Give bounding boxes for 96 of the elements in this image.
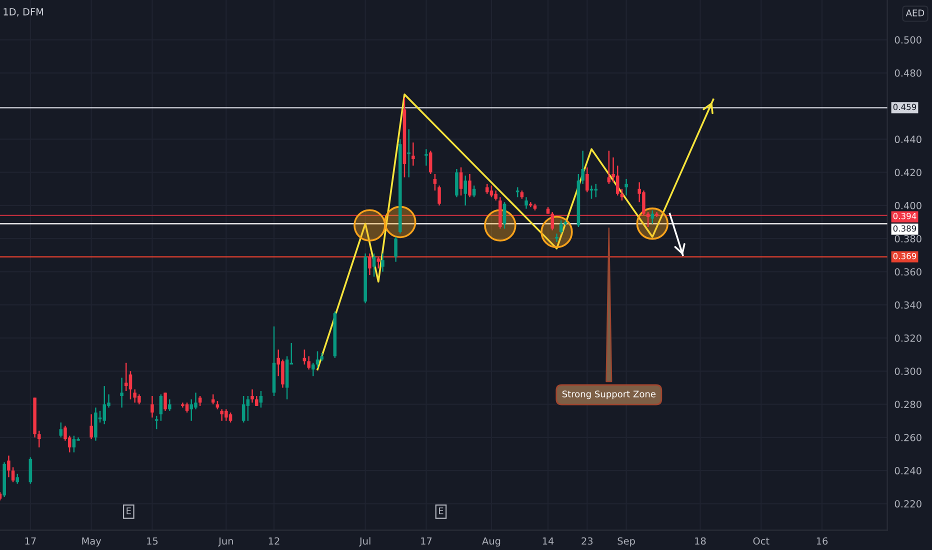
y-tick-label: 0.280	[894, 400, 922, 408]
annotation: Strong Support Zone	[562, 390, 656, 400]
candlestick	[485, 183, 489, 194]
y-tick-label: 0.340	[894, 301, 922, 309]
candlestick	[455, 168, 458, 198]
x-tick-label: Jun	[218, 537, 233, 546]
candlestick	[159, 394, 163, 422]
x-tick-label: Oct	[753, 537, 770, 545]
candlestick	[254, 395, 258, 407]
candlestick	[312, 362, 315, 377]
candlestick	[428, 150, 432, 175]
candlestick	[7, 455, 10, 478]
candlestick	[468, 173, 472, 198]
y-tick-label: 0.240	[894, 467, 922, 474]
candlestick	[524, 196, 528, 210]
candlestick	[555, 232, 558, 243]
candlestick	[372, 252, 376, 278]
candlestick	[150, 395, 154, 418]
candlestick	[472, 184, 476, 198]
candlestick	[128, 370, 132, 400]
x-tick-label: 23	[582, 537, 593, 545]
candlestick	[502, 202, 506, 230]
candlestick	[259, 390, 263, 408]
candlestick	[120, 377, 124, 408]
text: 1D, DFM	[4, 8, 44, 16]
candlestick	[90, 414, 93, 440]
y-tick-label: 0.400	[894, 202, 922, 210]
candlestick	[433, 173, 437, 192]
candlestick	[307, 356, 310, 370]
candlestick	[624, 178, 628, 196]
x-tick-label: 12	[268, 537, 280, 545]
candlestick	[650, 210, 654, 224]
candlestick	[594, 183, 598, 198]
x-tick-label: 17	[421, 537, 432, 545]
candlestick	[616, 165, 620, 196]
candlestick	[581, 150, 584, 185]
candlestick	[198, 395, 202, 407]
candlestick	[494, 190, 498, 202]
candlestick	[124, 362, 128, 392]
ref-line-label: 0.459	[893, 104, 916, 110]
y-tick-label: 0.440	[894, 136, 922, 144]
candlestick	[16, 473, 20, 484]
candlestick	[407, 128, 410, 178]
x-tick-label: 14	[542, 537, 554, 545]
candlestick	[490, 184, 494, 198]
ref-line-label: 0.389	[893, 225, 916, 232]
ref-line-label: 0.394	[893, 212, 916, 220]
x-tick-label: 17	[25, 537, 36, 545]
candlestick	[412, 142, 415, 166]
x-tick-label: 18	[695, 537, 706, 545]
candlestick	[164, 392, 167, 412]
candlestick	[246, 395, 250, 422]
candlestick	[438, 184, 441, 206]
candlestick	[11, 466, 15, 483]
candlestick	[459, 166, 463, 196]
candlestick	[464, 175, 468, 206]
y-tick-label: 0.420	[894, 168, 922, 176]
candlestick	[102, 385, 106, 425]
candlestick	[38, 430, 41, 448]
annotation: E	[126, 508, 131, 514]
y-tick-label: 0.220	[894, 500, 922, 508]
y-tick-label: 0.260	[894, 434, 922, 442]
candlestick	[28, 456, 32, 484]
annotation: E	[439, 508, 444, 514]
candlestick	[559, 220, 563, 234]
y-tick-label: 0.500	[894, 36, 922, 44]
candlestick	[376, 256, 380, 270]
x-tick-label: 15	[147, 537, 158, 545]
x-tick-label: May	[82, 537, 102, 547]
y-tick-label: 0.380	[894, 235, 922, 242]
candlestick	[316, 350, 320, 368]
ref-line-label: 0.369	[893, 252, 916, 260]
y-tick-label: 0.300	[894, 368, 922, 375]
candlestick	[168, 398, 172, 412]
candlestick	[185, 402, 189, 414]
candlestick	[368, 252, 372, 276]
candlestick	[154, 415, 158, 430]
candlestick	[59, 422, 63, 438]
candlestick	[72, 435, 76, 453]
candlestick	[394, 236, 398, 262]
candlestick	[381, 252, 384, 272]
x-tick-label: 16	[816, 537, 828, 545]
candlestick	[228, 412, 232, 424]
y-tick-label: 0.480	[894, 69, 922, 77]
x-tick-label: Jul	[358, 537, 370, 546]
candlestick	[424, 148, 428, 166]
candlestick	[250, 388, 254, 404]
candlestick	[586, 166, 589, 193]
y-axis-title: AED	[906, 10, 924, 16]
candlestick	[242, 395, 246, 424]
line-series	[316, 94, 714, 370]
y-tick-label: 0.360	[894, 268, 922, 276]
candlestick	[607, 150, 611, 185]
x-tick-label: Aug	[482, 537, 500, 547]
x-tick-label: Sep	[618, 537, 635, 547]
y-tick-label: 0.320	[894, 334, 922, 342]
